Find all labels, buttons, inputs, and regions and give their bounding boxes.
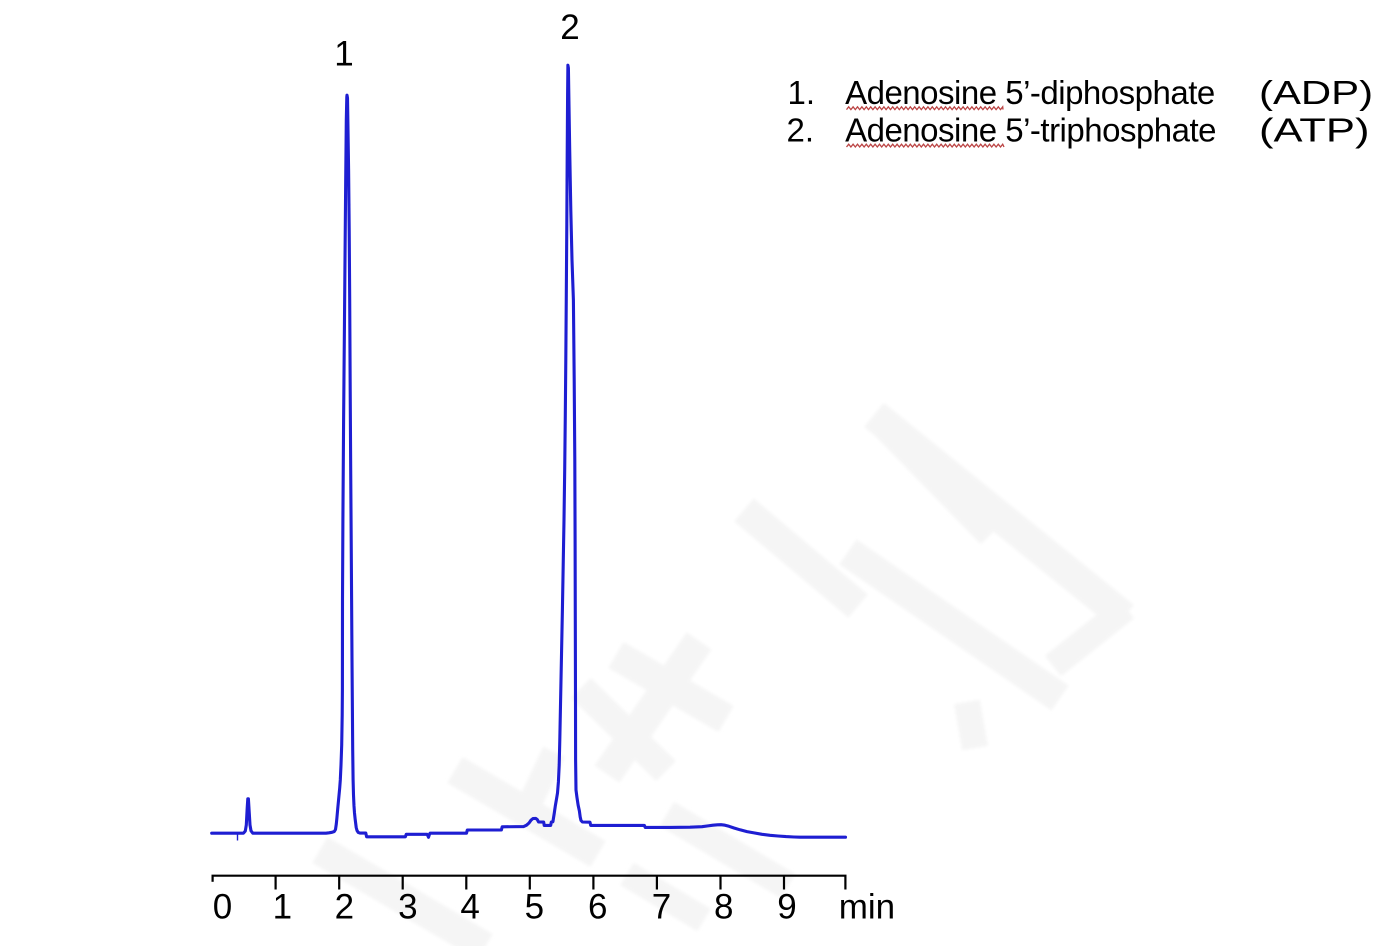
svg-text:1: 1 — [273, 887, 292, 926]
svg-text:3: 3 — [398, 887, 417, 926]
svg-text:5: 5 — [525, 887, 544, 926]
svg-text:min: min — [839, 887, 895, 926]
svg-text:(ADP): (ADP) — [1259, 74, 1373, 111]
svg-text:(ATP): (ATP) — [1259, 112, 1369, 149]
svg-text:2: 2 — [335, 887, 354, 926]
svg-text:0: 0 — [213, 887, 232, 926]
svg-text:1: 1 — [334, 35, 353, 74]
svg-text:1.Adenosine 5’-diphosphate: 1. Adenosine 5’-diphosphate — [788, 74, 1215, 111]
svg-text:2: 2 — [560, 8, 579, 47]
svg-text:9: 9 — [777, 887, 796, 926]
svg-text:4: 4 — [460, 887, 479, 926]
svg-text:6: 6 — [588, 887, 607, 926]
svg-text:8: 8 — [714, 887, 733, 926]
svg-text:2.Adenosine 5’-triphosphate: 2. Adenosine 5’-triphosphate — [787, 111, 1217, 148]
svg-text:7: 7 — [652, 887, 671, 926]
